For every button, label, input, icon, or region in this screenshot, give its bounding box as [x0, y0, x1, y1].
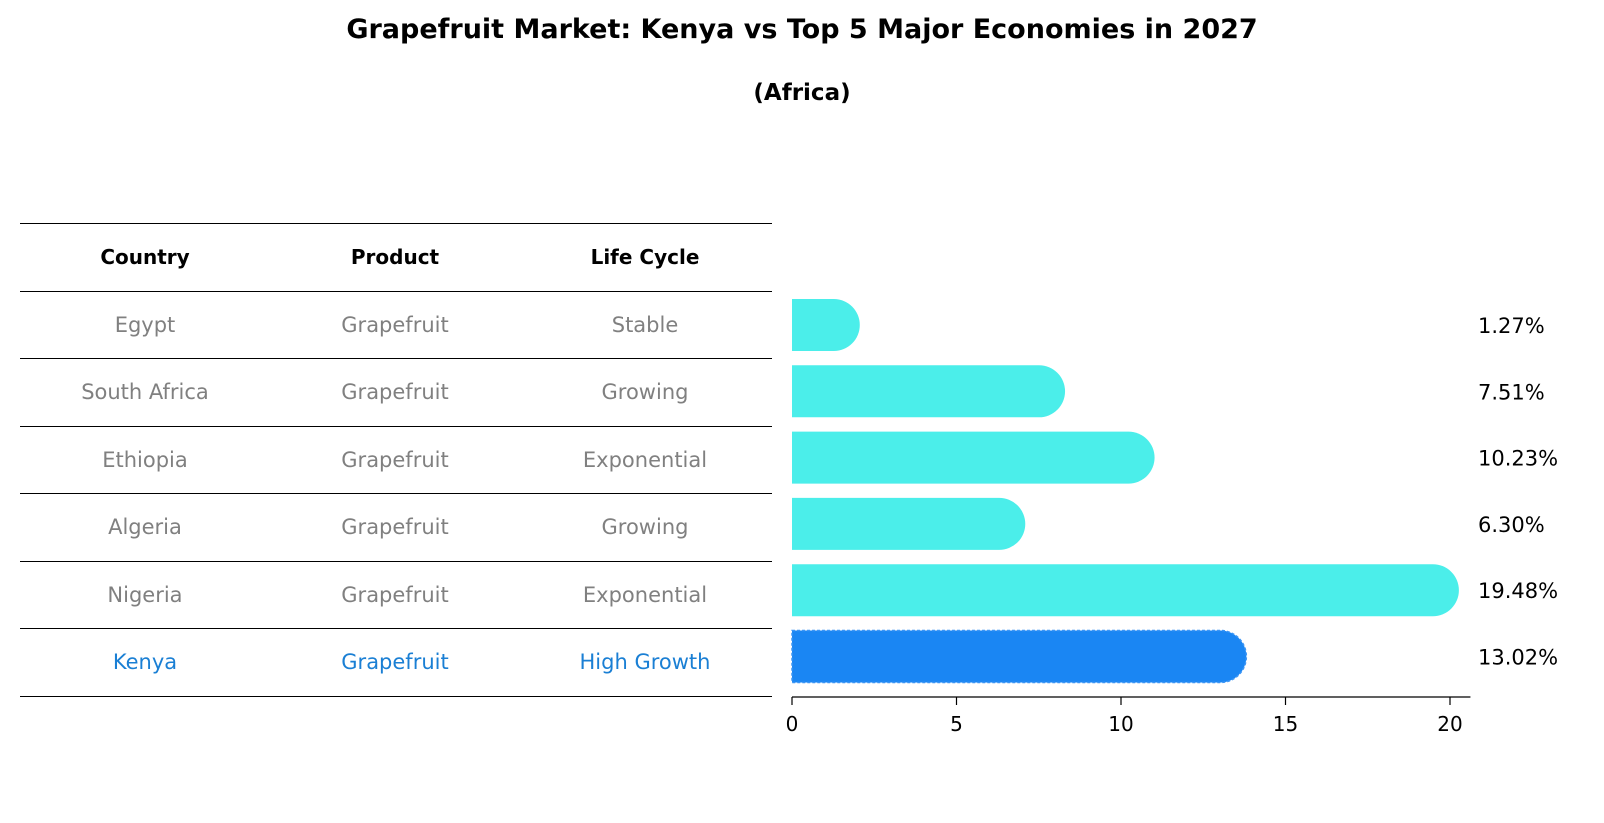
cell-country: Algeria [108, 515, 182, 540]
cell-product: Grapefruit [341, 582, 449, 607]
table-row: Ethiopia Grapefruit Exponential [20, 427, 772, 494]
table-row: Nigeria Grapefruit Exponential [20, 562, 772, 629]
cell-country: Ethiopia [102, 447, 188, 472]
chart-title: Grapefruit Market: Kenya vs Top 5 Major … [346, 14, 1258, 45]
cell-country: Kenya [112, 650, 178, 675]
table-header-row: Country Product Life Cycle [20, 223, 772, 292]
cell-life-cycle: Growing [601, 515, 689, 540]
bar-egypt [792, 299, 860, 351]
x-tick-label: 10 [1108, 712, 1133, 736]
cell-life-cycle: Exponential [582, 582, 708, 607]
cell-country: Egypt [114, 312, 176, 337]
value-label: 10.23% [1478, 447, 1558, 471]
value-label: 13.02% [1478, 646, 1558, 670]
value-label: 1.27% [1478, 314, 1545, 338]
value-label: 7.51% [1478, 380, 1545, 404]
bar-kenya [791, 629, 1248, 684]
cell-product: Grapefruit [341, 447, 449, 472]
cell-product: Grapefruit [341, 515, 449, 540]
value-label: 6.30% [1478, 513, 1545, 537]
cell-life-cycle: Exponential [582, 447, 708, 472]
table-row: South Africa Grapefruit Growing [20, 359, 772, 427]
header-life-cycle: Life Cycle [590, 245, 700, 270]
cell-life-cycle: Growing [601, 380, 689, 405]
table-row: Algeria Grapefruit Growing [20, 494, 772, 562]
header-country: Country [100, 245, 190, 270]
cell-country: South Africa [81, 380, 209, 405]
bar-nigeria [792, 564, 1459, 617]
data-table: Country Product Life Cycle Egypt Grapefr… [20, 223, 772, 697]
header-product: Product [350, 245, 440, 270]
chart-subtitle: (Africa) [753, 80, 851, 106]
cell-life-cycle: Stable [611, 312, 679, 337]
cell-country: Nigeria [107, 582, 183, 607]
x-tick-label: 15 [1273, 712, 1298, 736]
cell-product: Grapefruit [341, 380, 449, 405]
x-tick-label: 0 [786, 712, 799, 736]
value-label: 19.48% [1478, 579, 1558, 603]
cell-product: Grapefruit [341, 312, 449, 337]
table-row-highlight: Kenya Grapefruit High Growth [20, 629, 772, 697]
cell-life-cycle: High Growth [579, 650, 711, 675]
bar-south-africa [792, 365, 1066, 418]
x-tick-label: 20 [1437, 712, 1462, 736]
bar-ethiopia [792, 431, 1155, 484]
cell-product: Grapefruit [341, 650, 449, 675]
x-tick-label: 5 [950, 712, 963, 736]
table-row: Egypt Grapefruit Stable [20, 292, 772, 359]
bar-algeria [792, 497, 1026, 550]
